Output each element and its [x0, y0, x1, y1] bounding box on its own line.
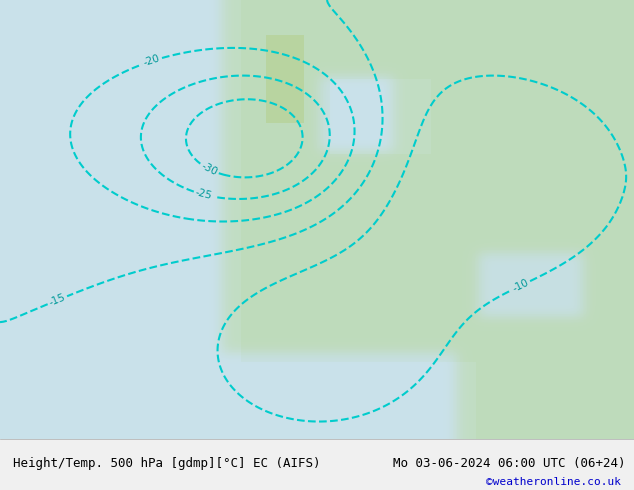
Text: -25: -25	[195, 188, 214, 201]
Text: Height/Temp. 500 hPa [gdmp][°C] EC (AIFS): Height/Temp. 500 hPa [gdmp][°C] EC (AIFS…	[13, 457, 320, 469]
Text: -30: -30	[199, 161, 219, 177]
Polygon shape	[266, 35, 304, 123]
Bar	[0, 0, 241, 441]
Text: -10: -10	[511, 277, 531, 294]
Text: -15: -15	[48, 293, 67, 308]
Polygon shape	[330, 79, 431, 154]
Text: ©weatheronline.co.uk: ©weatheronline.co.uk	[486, 477, 621, 488]
Text: -20: -20	[143, 54, 162, 69]
Polygon shape	[222, 362, 476, 441]
Text: Mo 03-06-2024 06:00 UTC (06+24): Mo 03-06-2024 06:00 UTC (06+24)	[393, 457, 626, 469]
